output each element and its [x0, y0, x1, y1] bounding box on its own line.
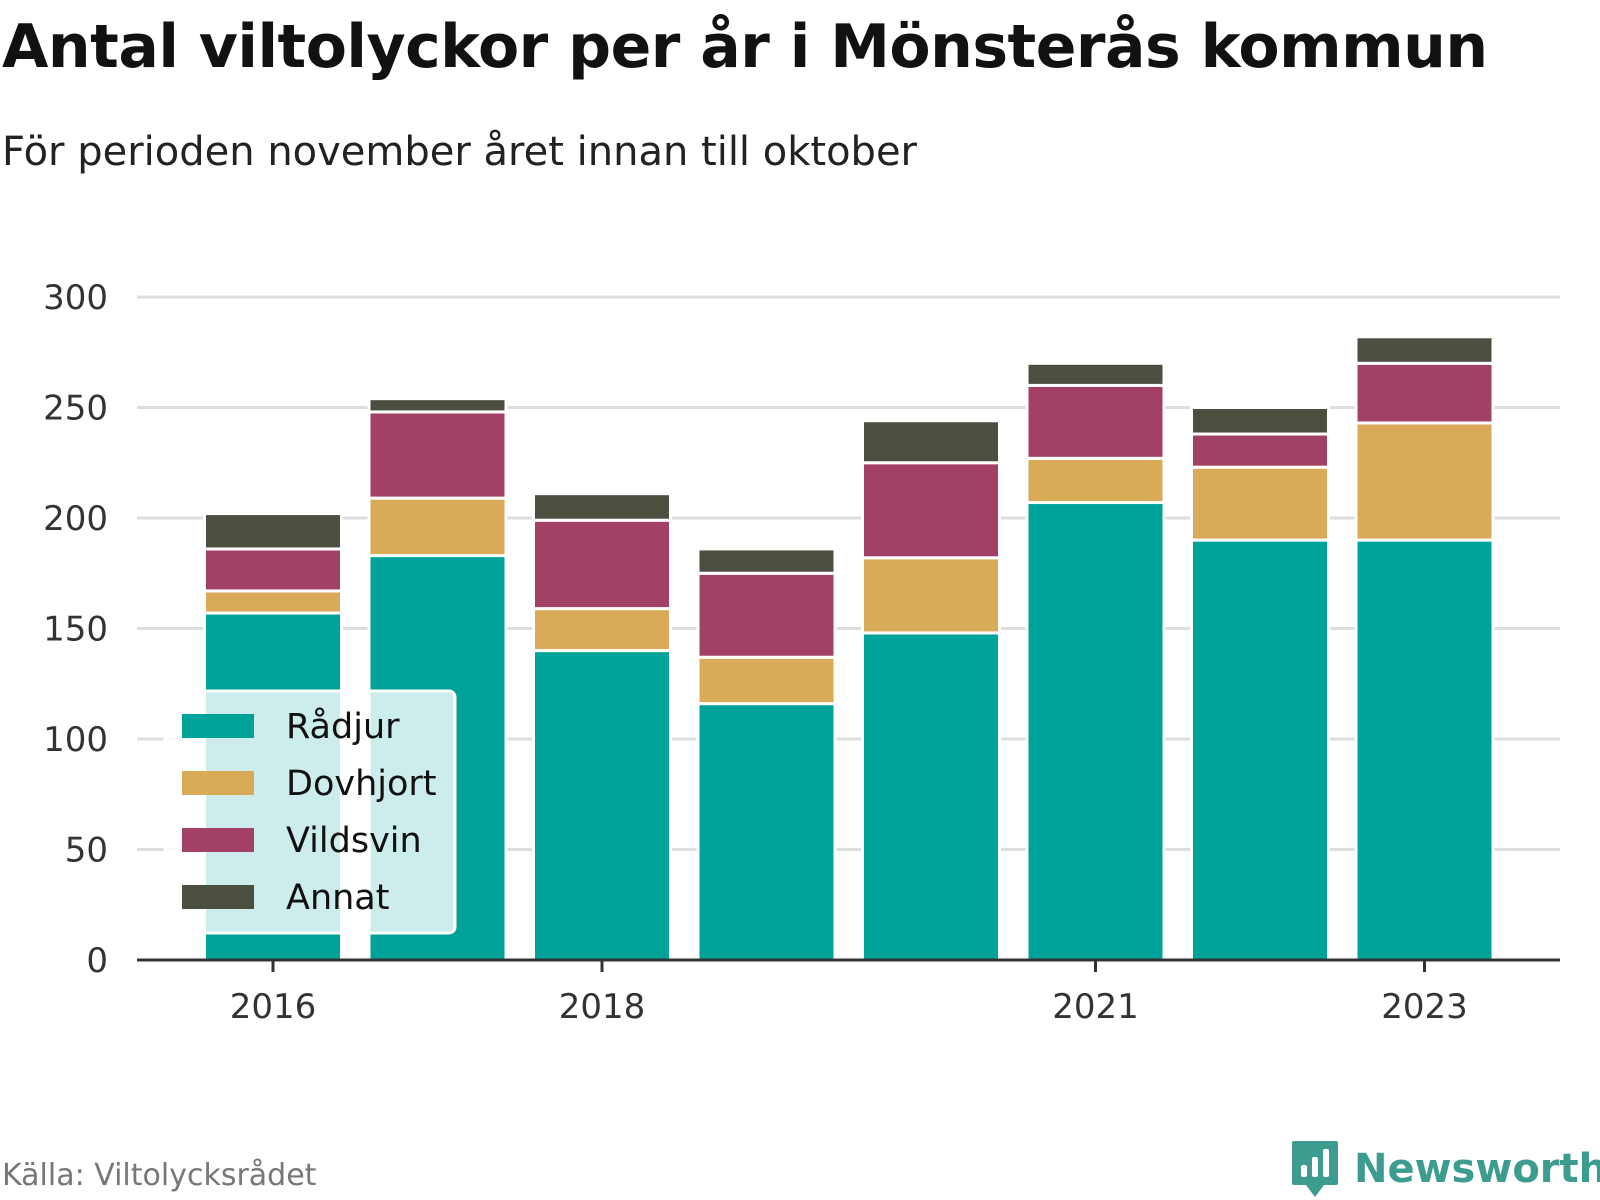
bar-segment-annat	[696, 547, 837, 575]
bar-segment-rådjur	[1025, 501, 1166, 962]
bar-stack-2021	[1025, 361, 1166, 962]
bar-segment-vildsvin	[1354, 361, 1495, 425]
y-tick-label: 50	[65, 831, 108, 871]
legend-swatch-rådjur	[182, 714, 254, 738]
bar-segment-annat	[203, 512, 343, 551]
bar-segment-rådjur	[1354, 538, 1495, 962]
bar-segment-vildsvin	[367, 410, 508, 500]
x-tick-label: 2018	[559, 987, 646, 1027]
legend: Rådjur Dovhjort Vildsvin Annat	[163, 689, 457, 935]
bar-stack-2018	[532, 492, 672, 962]
bar-segment-rådjur	[861, 631, 1001, 962]
bar-segment-dovhjort	[367, 496, 508, 558]
bar-segment-annat	[367, 397, 508, 414]
x-tick-label: 2016	[230, 987, 317, 1027]
bar-stack-2019	[696, 547, 837, 962]
bar-segment-vildsvin	[203, 547, 343, 593]
legend-label-vildsvin: Vildsvin	[286, 821, 422, 861]
bar-stack-2023	[1354, 335, 1495, 962]
bar-segment-dovhjort	[203, 589, 343, 615]
bar-segment-vildsvin	[861, 461, 1001, 560]
bar-segment-dovhjort	[861, 556, 1001, 635]
stacked-bar-chart: 0 50 100 150 200 250 300 2016 2018 2021 2023 Rådj…	[43, 278, 1560, 1027]
brand-name: Newsworthy	[1354, 1146, 1600, 1192]
newsworthy-logo-icon	[1292, 1141, 1338, 1197]
y-tick-label: 100	[43, 720, 108, 760]
bar-segment-rådjur	[1190, 538, 1330, 962]
bar-segment-rådjur	[696, 702, 837, 962]
bar-segment-annat	[532, 492, 672, 522]
legend-label-rådjur: Rådjur	[286, 706, 400, 747]
bar-segment-vildsvin	[532, 518, 672, 611]
source-note: Källa: Viltolycksrådet	[2, 1158, 317, 1193]
bar-stack-2022	[1190, 406, 1330, 962]
bar-segment-annat	[1354, 335, 1495, 365]
y-tick-label: 150	[43, 610, 108, 650]
bar-segment-dovhjort	[1025, 456, 1166, 505]
x-tick-label: 2021	[1052, 987, 1139, 1027]
bar-segment-rådjur	[532, 649, 672, 962]
bar-segment-dovhjort	[1190, 465, 1330, 542]
legend-label-annat: Annat	[286, 878, 389, 918]
bar-segment-annat	[861, 419, 1001, 465]
y-axis-ticks: 0 50 100 150 200 250 300	[43, 278, 108, 981]
bar-stack-2020	[861, 419, 1001, 962]
bar-segment-vildsvin	[696, 571, 837, 659]
bar-segment-dovhjort	[532, 607, 672, 653]
newsworthy-logo: Newsworthy	[1290, 1139, 1600, 1199]
bar-segment-dovhjort	[1354, 421, 1495, 542]
x-tick-label: 2023	[1381, 987, 1468, 1027]
bar-segment-vildsvin	[1190, 432, 1330, 469]
y-tick-label: 0	[86, 941, 108, 981]
bar-segment-annat	[1190, 406, 1330, 436]
x-axis: 2016 2018 2021 2023	[137, 958, 1560, 1027]
chart-title: Antal viltolyckor per år i Mönsterås kom…	[2, 12, 1488, 82]
legend-label-dovhjort: Dovhjort	[286, 764, 437, 804]
chart-subtitle: För perioden november året innan till ok…	[2, 129, 917, 175]
legend-box	[163, 689, 457, 935]
legend-swatch-dovhjort	[182, 771, 254, 795]
bar-segment-vildsvin	[1025, 383, 1166, 460]
bar-segment-annat	[1025, 361, 1166, 387]
legend-swatch-annat	[182, 885, 254, 909]
y-tick-label: 250	[43, 389, 108, 429]
legend-swatch-vildsvin	[182, 828, 254, 852]
y-tick-label: 200	[43, 499, 108, 539]
y-tick-label: 300	[43, 278, 108, 318]
bar-segment-dovhjort	[696, 655, 837, 706]
